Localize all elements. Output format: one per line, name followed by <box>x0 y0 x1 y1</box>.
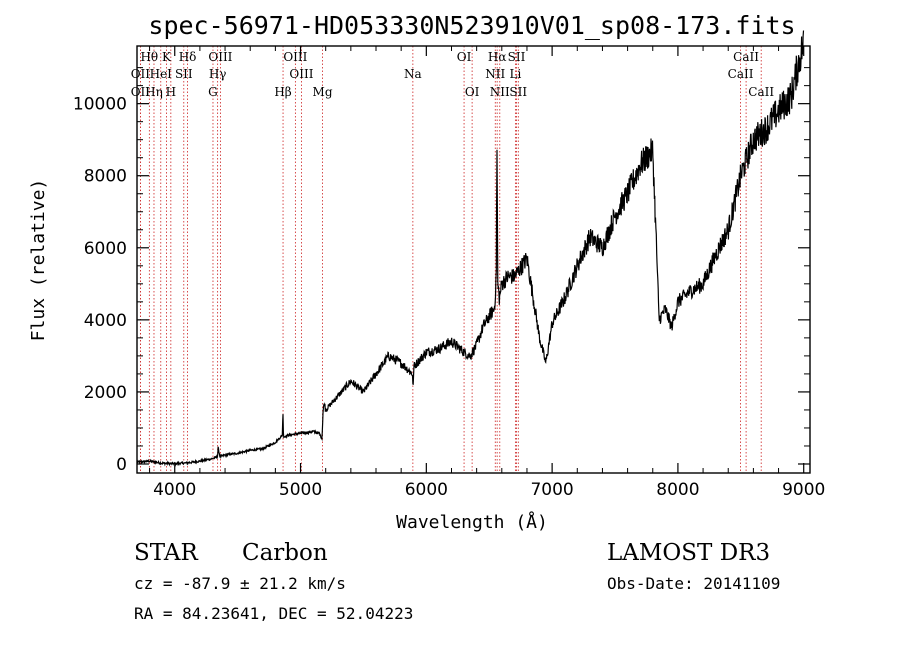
emission-line-label: Hθ <box>140 50 158 64</box>
x-axis-ticks: 4000 5000 6000 7000 8000 9000 <box>149 46 825 500</box>
y-tick-label: 10000 <box>73 95 127 115</box>
y-axis-ticks: 0 2000 4000 6000 8000 10000 <box>73 67 810 475</box>
x-tick-label: 8000 <box>656 480 699 500</box>
y-tick-label: 8000 <box>84 167 127 187</box>
emission-line-label: SII <box>508 50 526 64</box>
emission-line-label: OII <box>131 85 151 99</box>
x-axis-label: Wavelength (Å) <box>396 511 548 533</box>
coordinates: RA = 84.23641, DEC = 52.04223 <box>134 604 413 623</box>
x-tick-label: 6000 <box>405 480 448 500</box>
emission-line-label: OI <box>457 50 472 64</box>
emission-line-label: OI <box>465 85 480 99</box>
survey-name: LAMOST DR3 <box>607 540 770 566</box>
emission-line-label: OIII <box>283 50 307 64</box>
y-tick-label: 0 <box>116 455 127 475</box>
emission-line-label: CaII <box>728 67 754 81</box>
x-tick-label: 9000 <box>782 480 825 500</box>
emission-line-markers <box>139 46 762 473</box>
emission-line-label: NII <box>485 67 505 81</box>
emission-line-label: K <box>162 50 172 64</box>
object-subclass: Carbon <box>242 540 328 566</box>
emission-line-label: G <box>208 85 218 99</box>
emission-line-label: SII <box>175 67 193 81</box>
emission-line-label: OIII <box>208 50 232 64</box>
emission-line-label: Na <box>404 67 422 81</box>
spectrum-line <box>136 30 805 467</box>
redshift-value: cz = -87.9 ± 21.2 km/s <box>134 574 346 593</box>
emission-line-label: CaII <box>733 50 759 64</box>
emission-line-label: NII <box>490 85 510 99</box>
emission-line-label: HeI <box>150 67 173 81</box>
y-tick-label: 6000 <box>84 239 127 259</box>
y-tick-label: 4000 <box>84 311 127 331</box>
emission-line-label: Hα <box>488 50 507 64</box>
emission-line-label: Hγ <box>209 67 227 81</box>
emission-line-label: OII <box>131 67 151 81</box>
x-tick-label: 5000 <box>279 480 322 500</box>
emission-line-label: Li <box>509 67 521 81</box>
object-class: STAR <box>134 540 198 566</box>
x-tick-label: 7000 <box>530 480 573 500</box>
emission-line-label: Hδ <box>179 50 197 64</box>
emission-line-label: Hη <box>145 85 163 99</box>
y-axis-label: Flux (relative) <box>28 179 49 342</box>
x-tick-label: 4000 <box>153 480 196 500</box>
emission-line-label: Mg <box>313 85 333 99</box>
y-tick-label: 2000 <box>84 383 127 403</box>
emission-line-label: SII <box>509 85 527 99</box>
chart-title: spec-56971-HD053330N523910V01_sp08-173.f… <box>148 11 795 40</box>
emission-line-label: CaII <box>748 85 774 99</box>
observation-date: Obs-Date: 20141109 <box>607 574 780 593</box>
emission-line-label: OIII <box>289 67 313 81</box>
plot-frame <box>136 45 811 474</box>
emission-line-label: Hβ <box>274 85 291 99</box>
emission-line-label: H <box>166 85 176 99</box>
